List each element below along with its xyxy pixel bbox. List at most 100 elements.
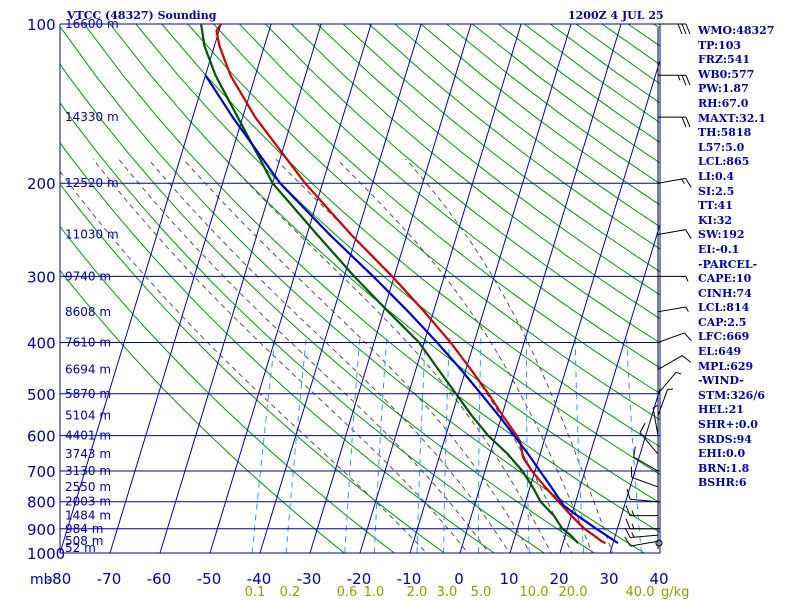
height-label: 12520 m (65, 176, 119, 190)
wind-barb-half-flag (685, 276, 689, 282)
isotherm-30 (609, 388, 661, 554)
dry-adiabat (368, 24, 660, 250)
isotherm--40 (259, 23, 422, 554)
height-label: 2003 m (65, 495, 111, 509)
surface-wind-marker (655, 539, 663, 547)
wind-barb-flag (685, 229, 692, 240)
isotherm--50 (209, 23, 372, 554)
wind-barb-flag (685, 178, 692, 188)
wind-barb-flag (683, 332, 692, 342)
height-label: 6694 m (65, 363, 111, 377)
wind-barb-staff (657, 229, 686, 236)
wind-barb-flag (685, 23, 691, 35)
height-label: 3130 m (65, 464, 111, 478)
wind-barb-staff (657, 177, 686, 184)
wind-barb-flag (681, 355, 692, 363)
mixing-ratio-label: 0.6 (337, 585, 358, 600)
mixing-ratio-label: 40.0 (626, 585, 655, 600)
dry-adiabat (60, 25, 646, 553)
mixing-ratio-label: 20.0 (559, 585, 588, 600)
mixing-ratio-label: 3.0 (437, 585, 458, 600)
stat-item: MAXT:32.1 (698, 111, 766, 125)
pressure-tick-label: 300 (27, 268, 56, 286)
stat-item: SI:2.5 (698, 184, 735, 198)
stat-item: WB0:577 (698, 67, 755, 81)
wind-barb-flag (633, 446, 636, 458)
dry-adiabat (187, 24, 660, 421)
moist-adiabat (405, 158, 614, 553)
parcel-line (204, 74, 619, 545)
pressure-tick-label: 400 (27, 334, 56, 352)
wind-barb-half-flag (631, 523, 635, 529)
wind-barb-flag (626, 488, 631, 500)
height-label: 9740 m (65, 269, 111, 283)
temperature-tick-label: -10 (397, 570, 422, 588)
isotherm--60 (159, 23, 322, 554)
pressure-tick-label: 500 (27, 386, 56, 404)
dry-adiabat (60, 225, 396, 553)
height-label: 11030 m (65, 228, 119, 242)
temperature-tick-label: 0 (454, 570, 464, 588)
wind-barb-half-flag (675, 371, 682, 375)
stat-item: L57:5.0 (698, 140, 745, 154)
mixing-ratio-line (285, 336, 307, 553)
dry-adiabat (290, 24, 660, 320)
isotherm--30 (309, 23, 472, 554)
temperature-tick-label: 30 (599, 570, 618, 588)
wind-barb-half-flag (681, 178, 685, 184)
moist-adiabat (60, 170, 428, 553)
wind-barb-flag (624, 536, 631, 547)
stat-item: SRDS:94 (698, 432, 752, 446)
wind-barb-staff (639, 432, 659, 455)
height-label: 14330 m (65, 110, 119, 124)
height-label: 52 m (65, 541, 96, 555)
moist-adiabat (118, 158, 490, 553)
temperature-tick-label: -60 (147, 570, 172, 588)
moist-adiabat (147, 158, 511, 553)
stat-item: BSHR:6 (698, 476, 747, 490)
temperature-tick-label: 10 (499, 570, 518, 588)
mixing-ratio-label: 0.2 (280, 585, 301, 600)
stat-item: RH:67.0 (698, 96, 749, 110)
stat-item: EL:649 (698, 345, 742, 359)
height-label: 5870 m (65, 387, 111, 401)
stat-item: LCL:814 (698, 301, 750, 315)
wind-barb-flag (681, 75, 687, 86)
stat-item: CAP:2.5 (698, 315, 747, 329)
stat-item: TH:5818 (698, 126, 752, 140)
stat-item: WMO:48327 (698, 24, 775, 37)
wind-barb-flag (685, 75, 691, 86)
height-label: 8608 m (65, 305, 111, 319)
height-label: 508 m (65, 534, 103, 548)
wind-barb-staff (657, 355, 683, 370)
wind-barb-flag (625, 518, 631, 529)
stat-item: KI:32 (698, 213, 733, 227)
height-label: 2550 m (65, 480, 111, 494)
temperature-tick-label: -80 (47, 570, 72, 588)
stat-item: BRN:1.8 (698, 461, 750, 475)
stat-item: EHI:0.0 (698, 447, 746, 461)
temperature-tick-label: -40 (247, 570, 272, 588)
wind-barb-staff (657, 389, 669, 416)
wind-barb-staff (657, 332, 685, 343)
temperature-tick-label: -20 (347, 570, 372, 588)
pressure-tick-label: 700 (27, 463, 56, 481)
pressure-tick-label: 100 (27, 16, 56, 34)
pressure-tick-label: 800 (27, 494, 56, 512)
wind-barb-flag (681, 116, 687, 128)
wind-barb-flag (625, 505, 631, 516)
wind-barb-staff (652, 407, 659, 436)
temperature-tick-label: -30 (297, 570, 322, 588)
wind-barb-flag (624, 527, 631, 538)
height-label: 984 m (65, 522, 103, 536)
isotherm--80 (59, 23, 222, 554)
dry-adiabat (60, 63, 596, 553)
wind-barb-flag (677, 23, 683, 35)
stat-item: -PARCEL- (698, 257, 758, 271)
dry-adiabat (60, 183, 446, 553)
dry-adiabat (213, 24, 660, 395)
pressure-tick-label: 200 (27, 175, 56, 193)
wind-barb-staff (630, 540, 659, 547)
stat-item: TP:103 (698, 38, 742, 52)
